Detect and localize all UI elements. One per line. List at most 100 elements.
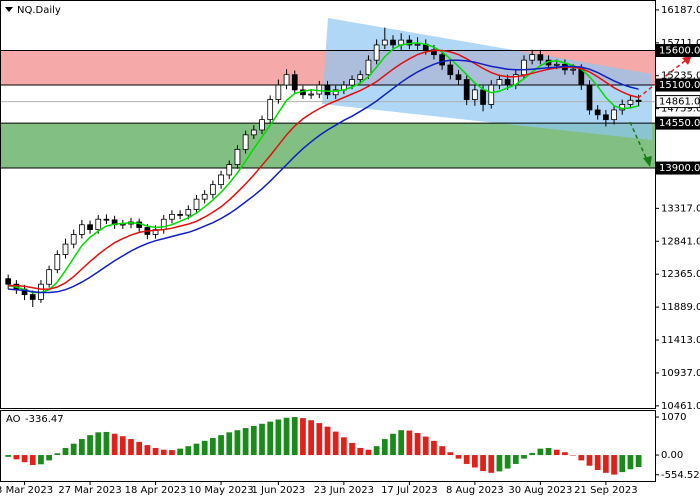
candle-body (439, 54, 445, 66)
x-tick-label: 1 Jun 2023 (251, 485, 305, 496)
candle-body (275, 84, 282, 100)
ao-bar (431, 440, 437, 456)
x-tick-label: 30 Aug 2023 (508, 485, 572, 496)
ao-bar (111, 433, 118, 456)
ao-title: AO (6, 414, 21, 425)
ao-bar (455, 455, 462, 459)
y-tick-label: 12365.0 (661, 269, 700, 280)
ao-bar (87, 435, 93, 456)
ao-bar (95, 432, 102, 456)
ao-bar (562, 452, 568, 456)
y-tick-label: 1070 (661, 412, 686, 423)
ao-bar (349, 442, 355, 456)
candle-body (103, 218, 110, 221)
price-overlay (0, 27, 655, 308)
ao-bar (529, 452, 536, 456)
candle-body (242, 134, 249, 150)
candle-body (496, 79, 503, 86)
candle-body (54, 254, 61, 271)
ao-bar (414, 433, 421, 456)
ao-bar (128, 439, 134, 456)
ao-bar (578, 455, 585, 461)
ao-bar (422, 436, 429, 456)
candle-body (316, 84, 323, 95)
ao-bar (152, 447, 159, 456)
x-tick-label: 21 Sep 2023 (574, 485, 637, 496)
candle-body (87, 224, 93, 230)
moving-average (8, 59, 639, 294)
ao-bar (62, 447, 69, 456)
channel (322, 18, 652, 140)
candle-body (46, 269, 52, 285)
x-tick-label: 17 Jul 2023 (381, 485, 438, 496)
candle-body (332, 89, 339, 96)
x-tick-label: 3 Mar 2023 (0, 485, 53, 496)
ao-bar (521, 455, 527, 459)
ao-bar (5, 455, 12, 457)
ao-bar (406, 430, 413, 456)
candle-body (259, 119, 265, 131)
ao-bar (324, 426, 331, 456)
ao-bar (234, 430, 241, 456)
x-tick-label: 23 Jun 2023 (314, 485, 374, 496)
ao-bar (70, 443, 77, 456)
y-tick-label: 13317.0 (661, 203, 700, 214)
ao-bar (177, 448, 183, 456)
ao-bar (250, 425, 257, 456)
candle-body (504, 79, 511, 86)
moving-average (8, 49, 639, 290)
candle-body (586, 84, 593, 111)
y-tick-label: 15235.0 (661, 71, 700, 82)
x-tick-label: 10 May 2023 (188, 485, 253, 496)
moving-average (8, 42, 639, 294)
y-tick-label: 12841.0 (661, 236, 700, 247)
candle-body (603, 114, 609, 121)
ao-bar (54, 453, 61, 456)
ao-bar (316, 423, 323, 456)
candle-body (324, 84, 331, 96)
ao-bar (398, 430, 405, 456)
ao-bar (586, 455, 593, 466)
ao-bar (144, 445, 151, 456)
ao-bar (357, 447, 364, 456)
y-tick-label: -554.52 (661, 470, 700, 481)
ao-current: -336.47 (25, 414, 64, 425)
ao-bar (29, 455, 36, 466)
ao-bar (603, 455, 609, 473)
price-label: 13900.0 (659, 163, 700, 174)
candle-body (201, 193, 208, 200)
ao-bar (267, 421, 274, 456)
candle-body (570, 68, 576, 71)
price-label: 14550.0 (659, 118, 700, 129)
candle-body (414, 43, 421, 46)
ao-bar (275, 419, 282, 456)
ao-bar (472, 455, 478, 468)
ao-bar (480, 455, 486, 472)
ao-bar (373, 446, 380, 456)
menu-triangle (5, 7, 13, 12)
ao-bar (21, 455, 28, 463)
candle-body (488, 84, 495, 105)
ao-bar (79, 439, 85, 456)
ao-bar (635, 455, 642, 468)
ao-bar (512, 455, 519, 464)
ao-bar (504, 455, 511, 469)
ao-bar (300, 418, 306, 456)
chart-title: NQ.Daily (17, 5, 61, 16)
ao-bar (611, 455, 617, 475)
ao-bar (283, 417, 290, 456)
candle-body (611, 109, 617, 121)
ao-bar (553, 449, 560, 456)
candle-body (5, 278, 12, 285)
candle-body (537, 54, 544, 61)
y-tick-label: 10937.0 (661, 368, 700, 379)
candle-body (169, 213, 175, 220)
ao-bar (259, 423, 265, 456)
candle-body (553, 63, 560, 66)
candle-body (250, 129, 257, 136)
candle-body (62, 243, 69, 255)
candle-body (291, 74, 298, 91)
candle-body (283, 74, 290, 86)
ao-bar (160, 449, 167, 456)
